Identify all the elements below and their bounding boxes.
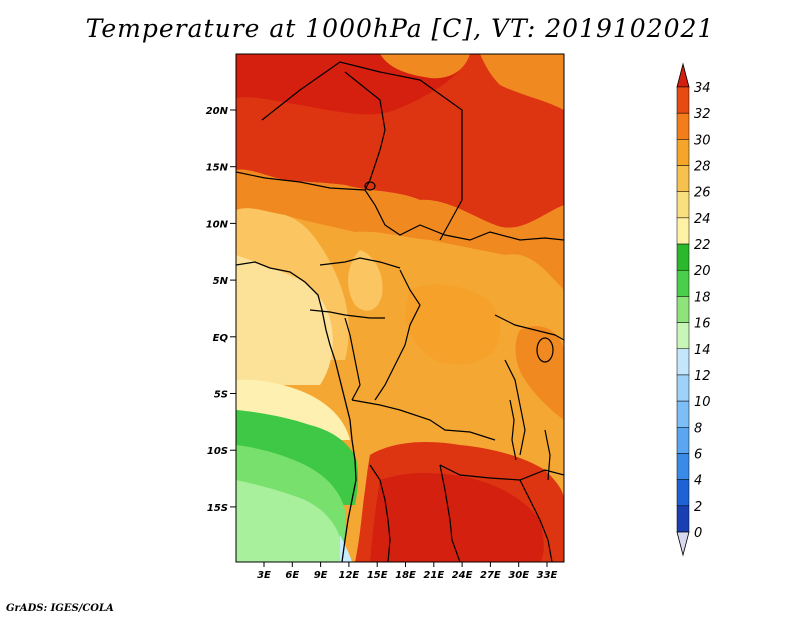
map-frame — [235, 53, 565, 563]
lon-tick-label: 21E — [423, 570, 444, 581]
lat-tick-label: 10S — [207, 446, 228, 457]
temp-blob-cameroon — [348, 250, 383, 311]
lon-tick-label: 33E — [537, 570, 558, 581]
colorbar-label: 28 — [694, 160, 711, 175]
colorbar-swatch — [676, 400, 690, 428]
temperature-field — [236, 54, 564, 562]
lon-tick-label: 12E — [339, 570, 360, 581]
temp-zone-16-sw — [236, 480, 342, 562]
lake-malawi — [544, 429, 551, 481]
colorbar-swatch — [676, 269, 690, 297]
colorbar-swatch — [676, 427, 690, 454]
temp-zone-24-coast — [236, 255, 333, 385]
border-gabon — [309, 309, 385, 319]
colorbar-label: 16 — [694, 317, 711, 332]
lat-tick-label: 15S — [207, 503, 228, 514]
colorbar-label: 22 — [694, 238, 711, 253]
border-north — [261, 61, 463, 241]
temp-zone-30-ne — [480, 54, 564, 110]
colorbar-label: 14 — [694, 343, 711, 358]
colorbar-swatch — [676, 505, 690, 533]
colorbar-swatch — [676, 479, 690, 507]
temp-zone-30-north — [380, 54, 470, 79]
colorbar-swatch — [676, 453, 690, 480]
colorbar-under-arrow — [676, 531, 690, 557]
longitude-axis: 3E 6E 9E 12E 15E 18E 21E 24E 27E 30E 33E — [257, 562, 558, 581]
border-uganda — [494, 314, 564, 341]
lon-tick-label: 15E — [367, 570, 388, 581]
temp-blob-central — [405, 284, 500, 365]
country-borders — [236, 61, 564, 562]
colorbar-swatch — [676, 112, 690, 140]
lake-victoria — [536, 337, 554, 363]
lon-tick-label: 3E — [257, 570, 271, 581]
colorbar-label: 18 — [694, 290, 711, 305]
colorbar-swatch — [676, 243, 690, 271]
border-sahel — [236, 171, 366, 191]
border-lakes — [504, 359, 526, 456]
temp-blob-east — [515, 326, 564, 420]
colorbar-swatch — [676, 86, 690, 114]
colorbar-swatch — [676, 139, 690, 166]
colorbar-label: 34 — [694, 81, 711, 96]
chart-title: Temperature at 1000hPa [C], VT: 20191020… — [85, 14, 715, 43]
border-cameroon — [319, 257, 401, 269]
colorbar-swatch — [676, 348, 690, 376]
colorbar-swatch — [676, 217, 690, 245]
lake-tanganyika — [509, 399, 517, 461]
temp-zone-30-sahel — [236, 169, 564, 290]
colorbar-label: 10 — [694, 395, 711, 410]
border-namibia — [369, 464, 391, 562]
grads-credit: GrADS: IGES/COLA — [6, 603, 114, 614]
lat-tick-label: 5N — [213, 276, 229, 287]
lat-tick-label: 20N — [206, 106, 229, 117]
border-mozambique — [519, 479, 553, 562]
colorbar-label: 24 — [694, 212, 711, 227]
colorbar-over-arrow — [676, 62, 690, 88]
colorbar-swatch — [676, 296, 690, 323]
colorbar-swatch — [676, 165, 690, 192]
colorbar-label: 0 — [694, 526, 702, 541]
lat-tick-label: 10N — [206, 219, 229, 230]
border-botswana — [439, 464, 461, 562]
lakes — [364, 181, 554, 481]
temp-zone-34-south — [370, 473, 544, 562]
lon-tick-label: 27E — [480, 570, 501, 581]
colorbar-label: 4 — [694, 474, 702, 489]
lon-tick-label: 24E — [452, 570, 473, 581]
lat-tick-label: EQ — [213, 333, 229, 344]
colorbar-label: 20 — [694, 264, 711, 279]
colorbar-label: 8 — [694, 421, 702, 436]
colorbar-swatch — [676, 191, 690, 219]
colorbar-swatch — [676, 374, 690, 402]
lat-tick-label: 15N — [206, 163, 229, 174]
colorbar-label: 32 — [694, 107, 711, 122]
border-angola-north — [351, 399, 496, 441]
lon-tick-label: 6E — [285, 570, 299, 581]
colorbar-swatch — [676, 322, 690, 350]
lon-tick-label: 30E — [508, 570, 529, 581]
border-congo — [344, 317, 361, 401]
latitude-axis: 20N 15N 10N 5N EQ 5S 10S 15S — [206, 106, 236, 514]
colorbar-label: 12 — [694, 369, 711, 384]
coastline — [236, 261, 357, 562]
border-car-chad — [364, 189, 564, 241]
lat-tick-label: 5S — [214, 390, 228, 401]
colorbar-label: 30 — [694, 133, 711, 148]
colorbar-label: 26 — [694, 186, 711, 201]
colorbar-label: 2 — [694, 500, 702, 515]
border-drc-west — [374, 269, 421, 401]
lake-chad — [364, 181, 376, 191]
lon-tick-label: 18E — [395, 570, 416, 581]
colorbar-label: 6 — [694, 447, 702, 462]
lon-tick-label: 9E — [314, 570, 328, 581]
